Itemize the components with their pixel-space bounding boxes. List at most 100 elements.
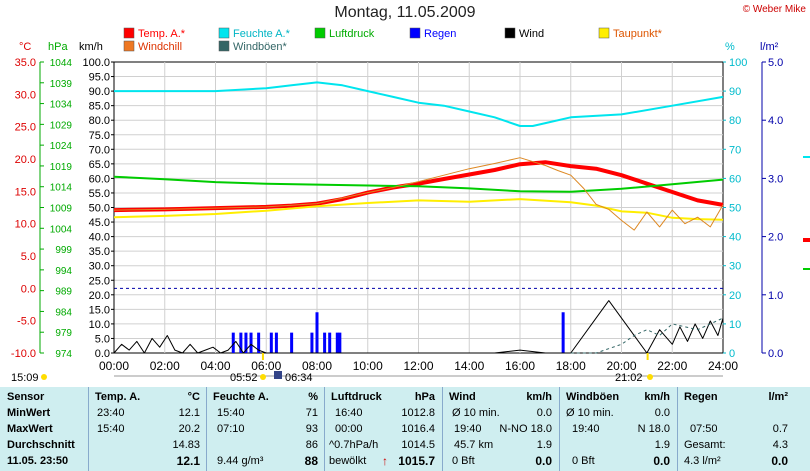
legend-swatch bbox=[123, 40, 135, 52]
stats-gust-current-value: 0.0 bbox=[653, 454, 670, 468]
legend-label: Luftdruck bbox=[329, 28, 375, 40]
stats-header-temp: Temp. A. bbox=[95, 391, 141, 403]
legend-label: Regen bbox=[424, 28, 456, 40]
chart-axes: 00:00 02:00 04:00 06:00 08:00 10:00 12:00 14:00… bbox=[11, 41, 810, 373]
stats-wind-beaufort: 0 Bft bbox=[452, 455, 475, 467]
rain-axis-tick: 1.0 bbox=[768, 290, 783, 302]
press-axis-tick: 1044 bbox=[50, 58, 73, 69]
temp-unit-label: °C bbox=[19, 41, 31, 53]
stats-header-sensor: Sensor bbox=[7, 391, 45, 403]
temp-axis-tick: -10.0 bbox=[11, 348, 36, 360]
rain-bar bbox=[257, 332, 261, 353]
press-axis-tick: 984 bbox=[55, 307, 72, 318]
legend-swatch bbox=[123, 27, 135, 39]
rain-bar bbox=[335, 332, 339, 353]
x-tick-label: 18:00 bbox=[556, 359, 586, 373]
chart-title: Montag, 11.05.2009 bbox=[334, 4, 476, 21]
stats-separator bbox=[88, 387, 89, 471]
wind-axis-tick: 100.0 bbox=[82, 57, 110, 69]
wind-axis-tick: 95.0 bbox=[89, 72, 110, 84]
stats-row-label-avg: Durchschnitt bbox=[7, 439, 75, 451]
temp-axis-tick: 25.0 bbox=[15, 122, 36, 134]
stats-rain-total-label: Gesamt: bbox=[684, 439, 726, 451]
press-axis-tick: 1039 bbox=[50, 79, 73, 90]
stats-humid-avg-value: 86 bbox=[305, 439, 318, 451]
humid-axis-tick: 50 bbox=[729, 203, 741, 215]
press-axis-tick: 1024 bbox=[50, 141, 73, 152]
rain-axis-tick: 5.0 bbox=[768, 57, 783, 69]
stats-separator bbox=[677, 387, 678, 471]
humid-axis-tick: 40 bbox=[729, 232, 741, 244]
temp-axis-tick: -5.0 bbox=[17, 316, 36, 328]
stats-gust-max-direction: N 18.0 bbox=[637, 423, 670, 435]
press-axis-tick: 989 bbox=[55, 287, 72, 298]
press-axis-tick: 1034 bbox=[50, 100, 73, 111]
wind-axis-tick: 75.0 bbox=[89, 130, 110, 142]
wind-axis-tick: 60.0 bbox=[89, 173, 110, 185]
sunset-icon bbox=[647, 374, 653, 380]
stats-humid-absolute: 9.44 g/m³ bbox=[217, 455, 264, 467]
credit-label: © Weber Mike bbox=[742, 4, 806, 15]
rain-bar bbox=[274, 332, 278, 353]
press-axis-tick: 1019 bbox=[50, 162, 73, 173]
press-axis-tick: 994 bbox=[55, 266, 72, 277]
stats-humid-min-time: 15:40 bbox=[217, 407, 245, 419]
rain-unit-label: l/m² bbox=[760, 41, 779, 53]
wind-unit-label: km/h bbox=[79, 41, 103, 53]
wind-axis-tick: 10.0 bbox=[89, 319, 110, 331]
rain-bar bbox=[338, 332, 342, 353]
temp-axis-tick: 15.0 bbox=[15, 186, 36, 198]
rain-axis-tick: 0.0 bbox=[768, 348, 783, 360]
stats-rain-total-value: 4.3 bbox=[772, 439, 788, 451]
stats-wind-min-value: 0.0 bbox=[536, 407, 552, 419]
stats-humid-min-value: 71 bbox=[305, 407, 318, 419]
stats-humid-current-value: 88 bbox=[304, 454, 318, 468]
sunrise-time: 05:52 bbox=[230, 372, 258, 384]
x-tick-label: 08:00 bbox=[302, 359, 332, 373]
stats-wind-min-label: Ø 10 min. bbox=[452, 407, 500, 419]
stats-row-label-max: MaxWert bbox=[7, 423, 53, 435]
legend-label: Windböen* bbox=[233, 41, 288, 53]
rain-axis-tick: 2.0 bbox=[768, 232, 783, 244]
x-tick-label: 10:00 bbox=[353, 359, 383, 373]
legend-swatch bbox=[598, 27, 610, 39]
x-tick-label: 04:00 bbox=[200, 359, 230, 373]
stats-wind-avg-value: 1.9 bbox=[536, 439, 552, 451]
moon-icon bbox=[274, 371, 282, 379]
legend-label: Windchill bbox=[138, 41, 182, 53]
stats-header-humid: Feuchte A. bbox=[213, 391, 269, 403]
stats-header-wind: Wind bbox=[449, 391, 476, 403]
stats-wind-max-direction: N-NO 18.0 bbox=[499, 423, 552, 435]
series-line-taupunkt bbox=[113, 198, 724, 221]
humid-axis-tick: 10 bbox=[729, 319, 741, 331]
wind-axis-tick: 5.0 bbox=[95, 333, 110, 345]
temp-axis-tick: 5.0 bbox=[21, 251, 36, 263]
wind-axis-tick: 90.0 bbox=[89, 86, 110, 98]
stats-header-gust-unit: km/h bbox=[644, 391, 670, 403]
stats-press-trend: ^0.7hPa/h bbox=[329, 439, 379, 451]
humid-axis-tick: 80 bbox=[729, 115, 741, 127]
legend-swatch bbox=[218, 40, 230, 52]
stats-wind-distance: 45.7 km bbox=[454, 439, 494, 451]
wind-axis-tick: 45.0 bbox=[89, 217, 110, 229]
stats-rain-day-total: 4.3 l/m² bbox=[684, 455, 721, 467]
x-tick-label: 00:00 bbox=[99, 359, 129, 373]
x-tick-label: 20:00 bbox=[606, 359, 636, 373]
stats-temp-min-time: 23:40 bbox=[97, 407, 125, 419]
rain-bar bbox=[328, 332, 332, 353]
wind-axis-tick: 80.0 bbox=[89, 115, 110, 127]
timeline-left-time: 15:09 bbox=[11, 372, 39, 384]
rain-bar bbox=[244, 332, 248, 353]
stats-header-press-unit: hPa bbox=[414, 391, 435, 403]
humid-axis-tick: 60 bbox=[729, 173, 741, 185]
stats-rain-max-value: 0.7 bbox=[772, 423, 788, 435]
stats-header-rain: Regen bbox=[684, 391, 718, 403]
x-tick-label: 24:00 bbox=[708, 359, 738, 373]
rain-bar bbox=[231, 332, 235, 353]
humid-axis-tick: 20 bbox=[729, 290, 741, 302]
press-unit-label: hPa bbox=[48, 41, 68, 53]
legend-swatch bbox=[504, 27, 516, 39]
wind-axis-tick: 55.0 bbox=[89, 188, 110, 200]
legend-swatch bbox=[409, 27, 421, 39]
legend-label: Temp. A.* bbox=[138, 28, 186, 40]
